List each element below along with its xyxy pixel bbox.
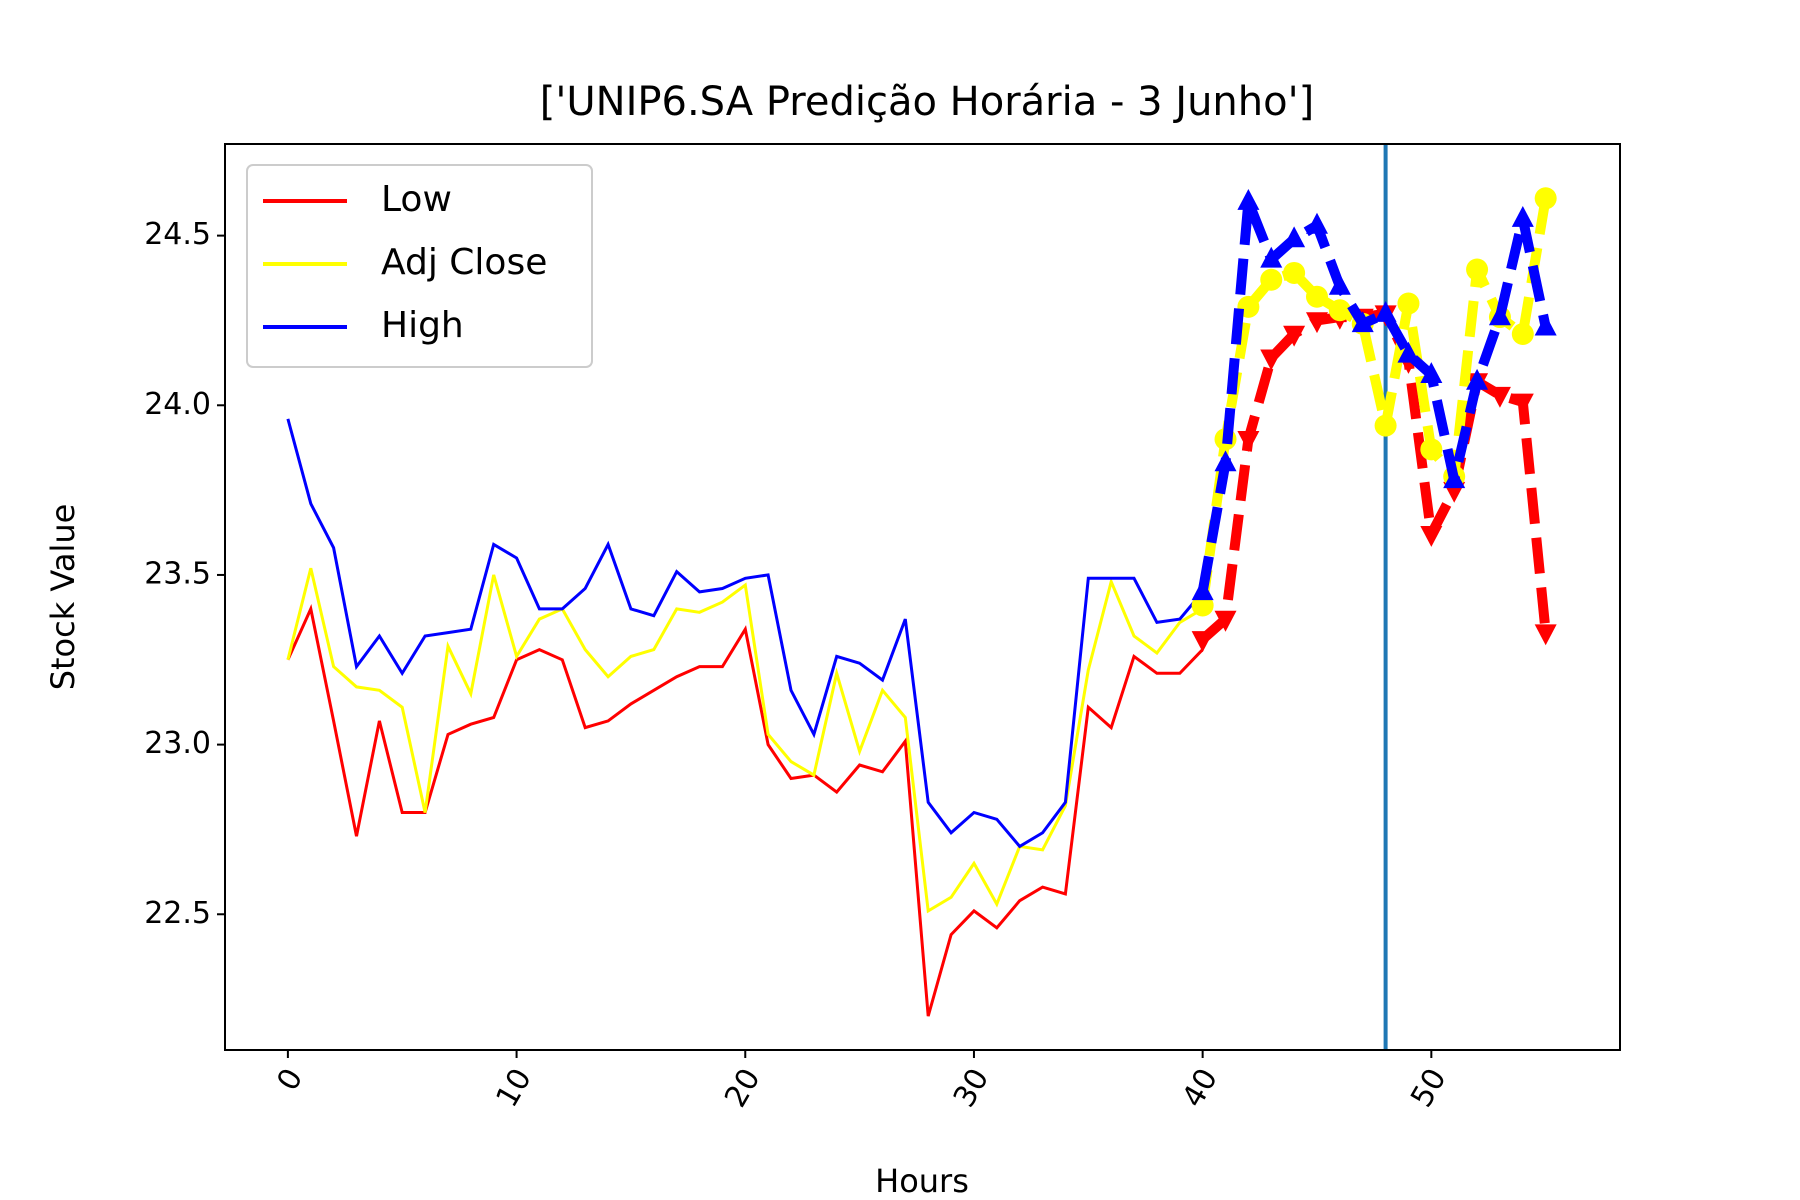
y-tick-label: 24.5	[144, 217, 211, 252]
x-tick-label: 10	[489, 1063, 538, 1114]
legend-label: High	[381, 305, 464, 346]
series-line-low	[286, 604, 1204, 1017]
y-tick-label: 23.5	[144, 556, 211, 591]
prediction-point-adj-close	[1305, 285, 1328, 308]
prediction-point-high	[1237, 189, 1260, 210]
y-tick-label: 24.0	[144, 387, 211, 422]
legend: Low Adj Close High	[246, 164, 593, 368]
x-tick-label: 50	[1404, 1063, 1453, 1114]
x-axis-title: Hours	[875, 1162, 969, 1200]
prediction-point-high	[1488, 304, 1511, 326]
prediction-point-high	[1351, 311, 1374, 333]
prediction-point-high	[1283, 226, 1306, 248]
x-tick-label: 20	[718, 1063, 767, 1114]
prediction-point-low	[1511, 393, 1534, 415]
prediction-point-high	[1534, 314, 1557, 336]
prediction-point-high	[1214, 450, 1237, 472]
prediction-point-high	[1511, 206, 1534, 227]
prediction-point-adj-close	[1511, 323, 1534, 346]
prediction-point-high	[1191, 579, 1214, 601]
prediction-point-low	[1237, 430, 1260, 452]
prediction-point-low	[1305, 312, 1328, 334]
prediction-point-low	[1191, 631, 1214, 653]
prediction-line-high	[1197, 196, 1551, 593]
x-tick-label: 30	[947, 1063, 996, 1114]
prediction-line-adj-close	[1197, 197, 1551, 607]
series-line-high	[286, 418, 1204, 849]
prediction-line-low	[1199, 308, 1551, 644]
prediction-point-low	[1260, 349, 1283, 371]
prediction-point-low	[1534, 624, 1557, 646]
prediction-point-high	[1443, 467, 1466, 489]
prediction-point-adj-close	[1397, 292, 1420, 315]
y-axis: 22.5 23.0 23.5 24.0 24.5	[144, 217, 225, 931]
y-tick-label: 22.5	[144, 896, 211, 931]
plot-frame	[224, 143, 1621, 1051]
prediction-point-high	[1328, 273, 1351, 295]
prediction-point-high	[1260, 246, 1283, 268]
prediction-point-adj-close	[1466, 258, 1489, 281]
x-tick-label: 0	[270, 1063, 310, 1097]
plot-area	[286, 144, 1557, 1050]
prediction-point-low	[1214, 610, 1237, 632]
prediction-point-adj-close	[1374, 414, 1397, 437]
series-line-adj-close	[286, 567, 1204, 914]
prediction-point-low	[1283, 325, 1306, 347]
y-axis-title: Stock Value	[44, 504, 82, 691]
prediction-series-high	[1191, 189, 1557, 601]
prediction-point-low	[1488, 386, 1511, 408]
prediction-point-adj-close	[1260, 268, 1283, 291]
prediction-point-high	[1305, 212, 1328, 234]
prediction-point-high	[1374, 301, 1397, 322]
prediction-point-high	[1466, 368, 1489, 390]
prediction-point-adj-close	[1283, 261, 1306, 284]
legend-label: Adj Close	[381, 242, 547, 283]
plot-content	[286, 144, 1557, 1050]
prediction-point-high	[1420, 362, 1443, 383]
chart-title: ['UNIP6.SA Predição Horária - 3 Junho']	[540, 79, 1314, 125]
x-axis: 0 10 20 30 40 50	[270, 1050, 1454, 1114]
prediction-point-adj-close	[1534, 187, 1557, 210]
prediction-point-adj-close	[1328, 299, 1351, 322]
x-tick-label: 40	[1176, 1063, 1225, 1114]
legend-box	[246, 164, 593, 368]
prediction-series-adj-close	[1191, 187, 1557, 617]
prediction-point-low	[1420, 525, 1443, 547]
prediction-point-adj-close	[1420, 438, 1443, 461]
prediction-point-high	[1397, 341, 1420, 363]
y-tick-label: 23.0	[144, 726, 211, 761]
legend-label: Low	[381, 179, 452, 220]
